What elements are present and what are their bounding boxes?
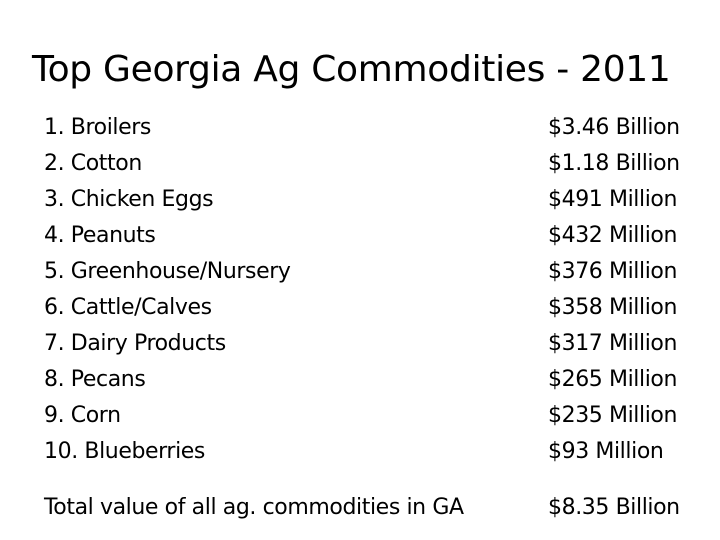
commodity-name: 9. Corn <box>44 403 121 428</box>
commodity-name: 7. Dairy Products <box>44 331 226 356</box>
commodity-name: 2. Cotton <box>44 151 142 176</box>
commodity-value: $491 Million <box>548 187 678 212</box>
commodity-name: 3. Chicken Eggs <box>44 187 214 212</box>
commodity-value: $317 Million <box>548 331 678 356</box>
commodity-value: $358 Million <box>548 295 678 320</box>
slide-title: Top Georgia Ag Commodities - 2011 <box>32 49 671 90</box>
commodity-name: 6. Cattle/Calves <box>44 295 212 320</box>
commodity-value: $265 Million <box>548 367 678 392</box>
commodity-value: $3.46 Billion <box>548 115 680 140</box>
commodity-value-list: $3.46 Billion $1.18 Billion $491 Million… <box>548 110 680 470</box>
commodity-name: 10. Blueberries <box>44 439 205 464</box>
commodity-value: $93 Million <box>548 439 664 464</box>
commodity-name: 1. Broilers <box>44 115 151 140</box>
commodity-name: 8. Pecans <box>44 367 146 392</box>
commodity-name: 4. Peanuts <box>44 223 156 248</box>
commodity-value: $376 Million <box>548 259 678 284</box>
commodity-value: $432 Million <box>548 223 678 248</box>
commodity-name: 5. Greenhouse/Nursery <box>44 259 291 284</box>
total-label: Total value of all ag. commodities in GA <box>44 495 464 520</box>
commodity-value: $235 Million <box>548 403 678 428</box>
total-value: $8.35 Billion <box>548 495 680 520</box>
commodity-name-list: 1. Broilers 2. Cotton 3. Chicken Eggs 4.… <box>44 110 291 470</box>
commodity-value: $1.18 Billion <box>548 151 680 176</box>
